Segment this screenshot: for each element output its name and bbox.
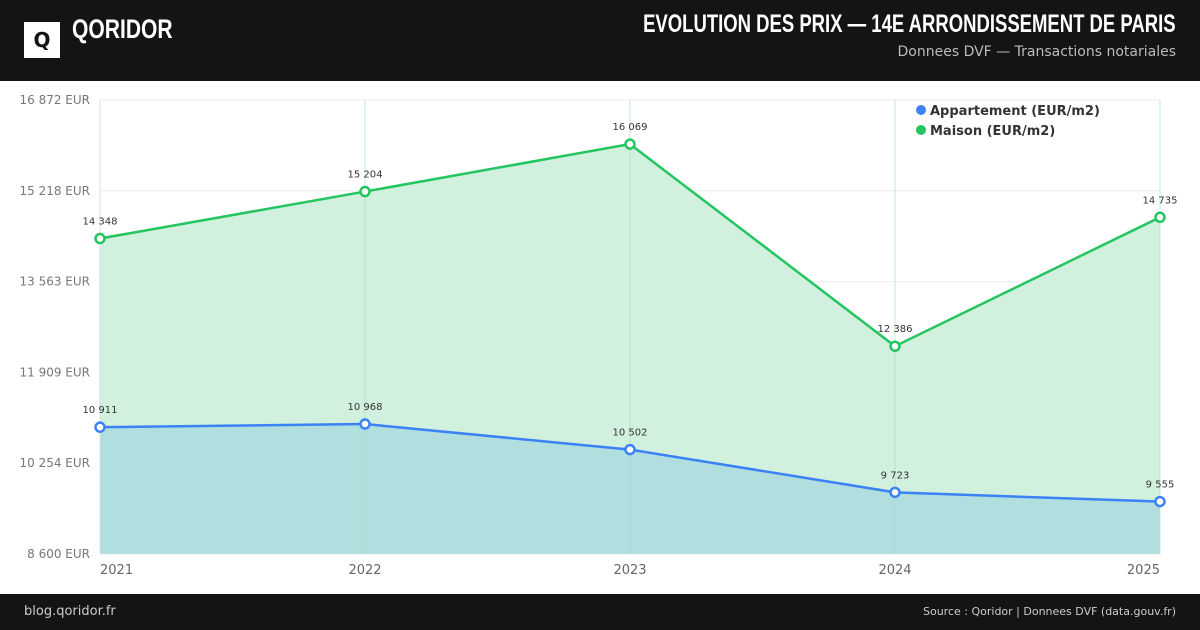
y-tick-label: 11 909 EUR [19, 365, 90, 379]
data-point [94, 232, 106, 245]
data-label: 14 348 [83, 217, 118, 228]
logo: Q [24, 22, 60, 58]
data-label: 12 386 [878, 324, 913, 335]
data-point [889, 340, 901, 352]
data-point [359, 418, 371, 430]
y-tick-label: 16 872 EUR [19, 93, 90, 107]
chart-subtitle: Donnees DVF — Transactions notariales [897, 44, 1177, 60]
x-tick-label: 2024 [878, 563, 911, 578]
data-point [359, 185, 371, 198]
data-label: 15 204 [348, 170, 383, 181]
chart-title: EVOLUTION DES PRIX — 14E ARRONDISSEMENT … [643, 10, 1176, 38]
data-point [624, 443, 636, 456]
data-point [624, 138, 636, 150]
brand-name: QORIDOR [72, 14, 173, 44]
y-tick-label: 8 600 EUR [27, 547, 90, 561]
data-label: 9 555 [1146, 480, 1175, 491]
data-label: 10 911 [83, 405, 118, 416]
data-label: 10 968 [348, 402, 383, 413]
legend-label: Appartement (EUR/m2) [930, 104, 1100, 119]
chart: 8 600 EUR 10 254 EUR 11 909 EUR 13 563 EUR 1… [19, 93, 1178, 578]
y-tick-label: 13 563 EUR [19, 275, 90, 289]
legend-marker [916, 105, 926, 115]
data-point [1154, 495, 1166, 508]
y-tick-label: 15 218 EUR [19, 184, 90, 198]
data-point [1154, 211, 1166, 224]
data-label: 9 723 [881, 470, 910, 481]
data-point [889, 486, 901, 499]
footer-source: Source : Qoridor | Donnees DVF (data.gou… [923, 605, 1176, 618]
y-tick-label: 10 254 EUR [19, 456, 90, 470]
data-label: 16 069 [613, 122, 648, 133]
legend-label: Maison (EUR/m2) [930, 124, 1055, 139]
footer: blog.qoridor.fr Source : Qoridor | Donne… [0, 594, 1200, 630]
x-tick-label: 2021 [100, 563, 133, 578]
x-tick-label: 2025 [1127, 563, 1160, 578]
data-point [94, 421, 106, 433]
header: Q QORIDOR EVOLUTION DES PRIX — 14E ARRON… [0, 0, 1200, 81]
data-label: 14 735 [1143, 195, 1178, 206]
data-label: 10 502 [613, 428, 648, 439]
legend-marker [916, 125, 926, 135]
x-tick-label: 2023 [613, 563, 646, 578]
x-tick-label: 2022 [348, 563, 381, 578]
footer-link[interactable]: blog.qoridor.fr [24, 604, 116, 619]
